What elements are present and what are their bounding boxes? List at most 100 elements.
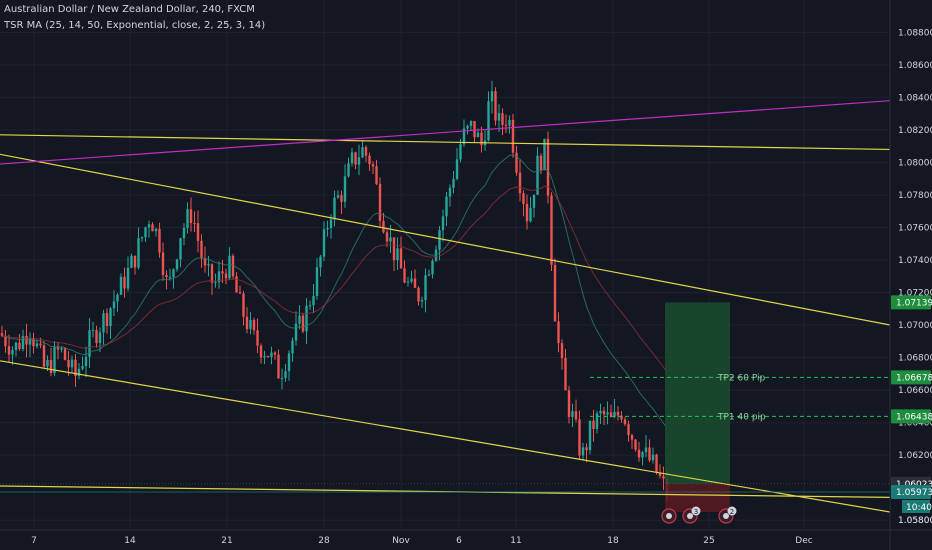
candle-body bbox=[158, 228, 161, 253]
candle-body bbox=[357, 157, 361, 165]
price-tick-label: 1.07400 bbox=[898, 256, 932, 266]
candle-body bbox=[522, 193, 525, 204]
candle-body bbox=[315, 267, 319, 297]
candle-body bbox=[564, 358, 567, 391]
candle-body bbox=[553, 264, 557, 322]
candle-body bbox=[459, 144, 462, 160]
candle-body bbox=[560, 343, 564, 359]
candle-body bbox=[497, 113, 501, 121]
candle-body bbox=[389, 237, 392, 242]
candle-body bbox=[399, 248, 403, 269]
candle-body bbox=[392, 237, 396, 261]
candle-body bbox=[550, 195, 553, 265]
candle-body bbox=[648, 447, 651, 461]
candle-body bbox=[74, 359, 77, 376]
candle-body bbox=[448, 187, 452, 197]
candle-body bbox=[116, 294, 119, 302]
target-zone bbox=[665, 302, 730, 484]
candle-body bbox=[336, 195, 340, 198]
candle-body bbox=[385, 232, 389, 242]
tp-label: TP1 40 pip bbox=[717, 412, 766, 422]
drawing-lines[interactable] bbox=[0, 100, 891, 513]
candle-body bbox=[529, 207, 532, 222]
price-tick-label: 1.06400 bbox=[898, 419, 932, 429]
candle-body bbox=[214, 282, 217, 284]
candle-body bbox=[588, 420, 592, 451]
candle-body bbox=[277, 354, 280, 379]
candle-body bbox=[280, 378, 284, 380]
candle-body bbox=[536, 155, 539, 195]
candle-body bbox=[634, 439, 637, 450]
candle-body bbox=[347, 163, 350, 177]
candle-body bbox=[63, 348, 67, 360]
event-dot bbox=[687, 513, 693, 519]
candle-body bbox=[490, 91, 494, 102]
indicator-legend[interactable]: TSR MA (25, 14, 50, Exponential, close, … bbox=[4, 20, 266, 31]
candle-body bbox=[543, 138, 546, 171]
candle-body bbox=[102, 313, 105, 333]
candle-body bbox=[378, 183, 382, 221]
candle-body bbox=[46, 359, 49, 367]
candle-body bbox=[413, 278, 417, 288]
candle-body bbox=[189, 209, 193, 224]
candle-body bbox=[308, 305, 312, 307]
candle-body bbox=[53, 347, 56, 374]
candle-body bbox=[284, 371, 287, 379]
candle-body bbox=[518, 172, 522, 194]
tp-label: TP2 60 Pip bbox=[717, 373, 766, 383]
candle-body bbox=[420, 300, 424, 302]
candle-body bbox=[595, 413, 599, 429]
candle-body bbox=[221, 271, 224, 274]
candle-body bbox=[571, 411, 574, 417]
candle-body bbox=[259, 345, 263, 358]
candle-body bbox=[557, 321, 560, 344]
candle-body bbox=[602, 410, 606, 415]
candle-body bbox=[623, 419, 627, 425]
candle-body bbox=[98, 332, 102, 344]
candle-body bbox=[424, 275, 427, 301]
candle-body bbox=[273, 352, 277, 355]
ma-slow-line bbox=[1, 185, 668, 373]
candle-body bbox=[137, 238, 140, 268]
event-dot bbox=[723, 513, 729, 519]
price-tag bbox=[891, 485, 931, 500]
candle-body bbox=[305, 305, 308, 332]
trendline-line bbox=[0, 134, 891, 151]
candle-body bbox=[350, 152, 354, 164]
candle-body bbox=[613, 411, 616, 417]
position-zones[interactable]: TP2 60 Pip TP1 40 pip bbox=[590, 302, 890, 513]
candle-body bbox=[186, 209, 189, 228]
time-tick-label: 14 bbox=[124, 536, 136, 546]
candle-body bbox=[193, 223, 196, 225]
candle-body bbox=[18, 342, 21, 350]
time-axis[interactable]: 7 14 21 28 Nov 6 11 18 25 Dec bbox=[0, 529, 932, 546]
candle-body bbox=[319, 256, 322, 268]
candle-body bbox=[508, 119, 511, 126]
candle-body bbox=[112, 301, 116, 309]
candle-body bbox=[644, 447, 648, 453]
event-count-label: 3 bbox=[694, 508, 698, 516]
candle-body bbox=[462, 128, 466, 145]
candle-body bbox=[172, 269, 175, 278]
time-tick-label: 25 bbox=[703, 536, 714, 546]
candle-body bbox=[410, 278, 413, 282]
candle-body bbox=[627, 424, 630, 436]
candle-body bbox=[0, 333, 4, 336]
time-tick-label: 11 bbox=[510, 536, 521, 546]
candle-body bbox=[431, 260, 434, 275]
candle-body bbox=[207, 264, 210, 266]
price-tick-label: 1.08400 bbox=[898, 93, 932, 103]
price-axis[interactable]: 1.08800 1.08600 1.08400 1.08200 1.08000 1.078… bbox=[889, 0, 932, 550]
candle-body bbox=[77, 368, 81, 376]
price-tick-label: 1.07200 bbox=[898, 289, 932, 299]
candle-body bbox=[455, 159, 459, 179]
candle-body bbox=[606, 412, 609, 415]
candle-body bbox=[242, 293, 245, 317]
countdown-tag bbox=[902, 500, 930, 514]
price-tick-label: 1.06800 bbox=[898, 354, 932, 364]
candle-body bbox=[154, 228, 158, 232]
price-tick-label: 1.06600 bbox=[898, 386, 932, 396]
candle-body bbox=[84, 356, 88, 367]
